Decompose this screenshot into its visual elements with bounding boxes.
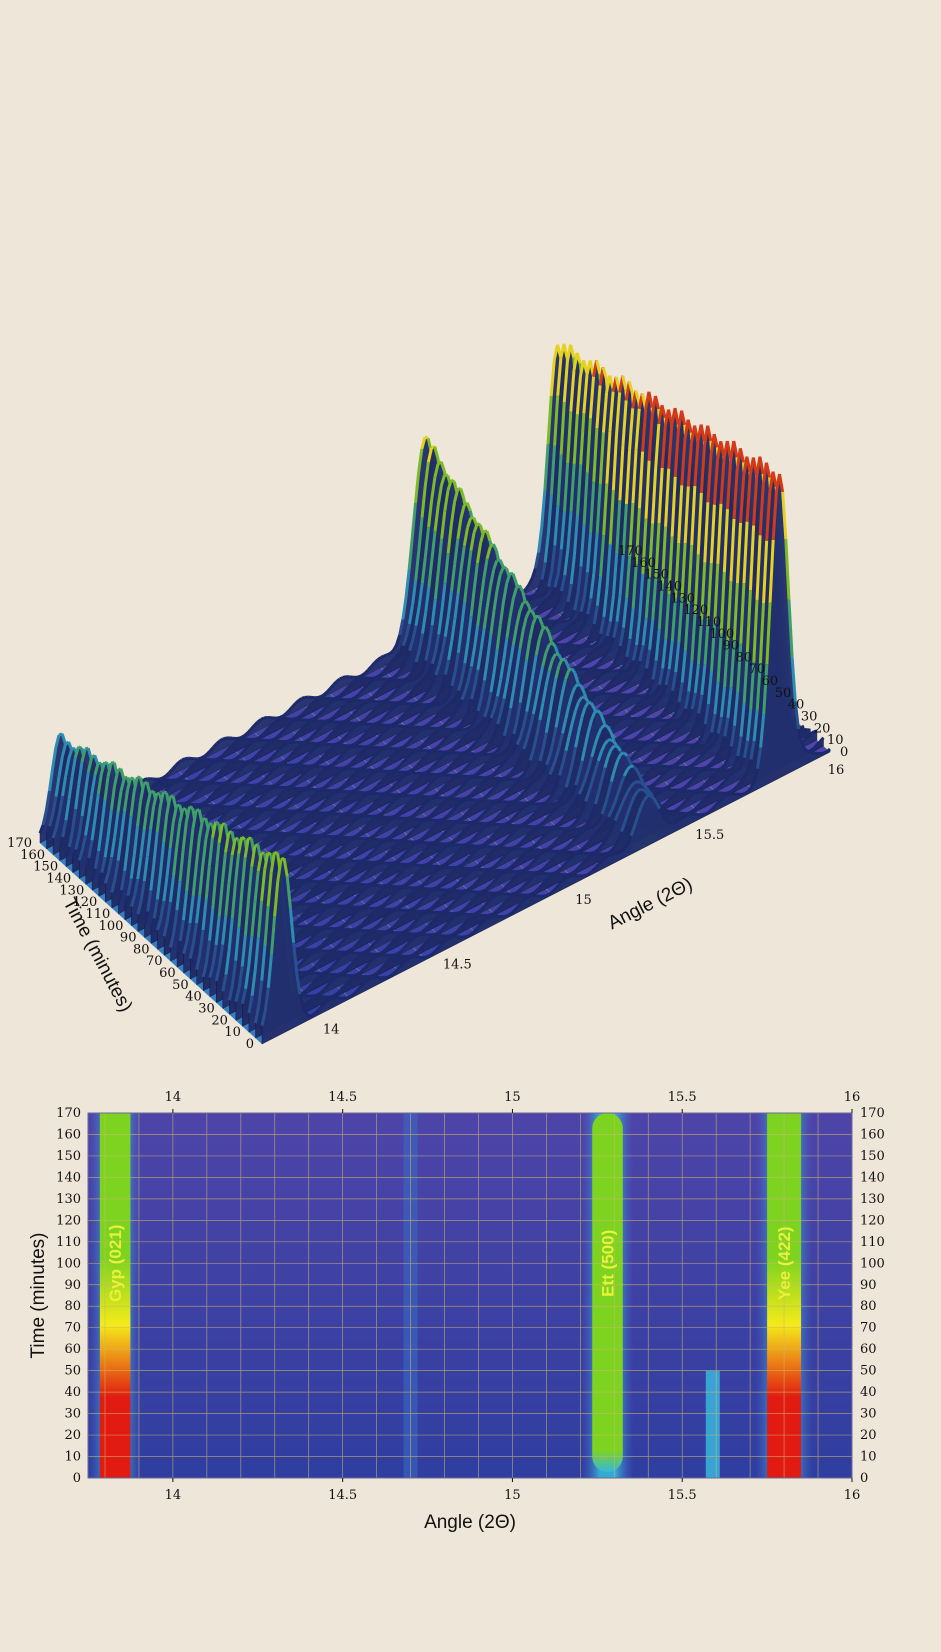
y-tick-label-right: 0 <box>860 1471 868 1486</box>
surface-ridges <box>38 343 831 1045</box>
y-tick-label-left: 40 <box>64 1385 81 1400</box>
y-tick-label-left: 60 <box>64 1342 81 1357</box>
y-tick-label-left: 150 <box>56 1149 81 1164</box>
surface-x-tick: 16 <box>828 763 845 778</box>
y-tick-label-right: 160 <box>860 1127 885 1142</box>
surface-x-tick: 15.5 <box>695 828 724 843</box>
surface-y-tick-right: 90 <box>722 639 739 654</box>
surface-y-tick-left: 70 <box>146 954 163 969</box>
y-tick-label-left: 70 <box>64 1321 81 1336</box>
y-tick-label-left: 10 <box>64 1450 81 1465</box>
x-tick-label-top: 15.5 <box>668 1090 697 1105</box>
surface-y-tick-right: 50 <box>775 686 792 701</box>
surface-y-tick-left: 140 <box>46 871 71 886</box>
y-tick-label-right: 10 <box>860 1450 877 1465</box>
x-tick-label-top: 14.5 <box>328 1090 357 1105</box>
x-tick-label-top: 14 <box>165 1090 182 1105</box>
surface-y-tick-left: 80 <box>133 942 150 957</box>
y-tick-label-left: 20 <box>64 1428 81 1443</box>
y-tick-label-right: 80 <box>860 1299 877 1314</box>
peak-label: Ett (500) <box>599 1230 618 1297</box>
surface-x-tick: 15 <box>575 893 592 908</box>
surface-y-tick-left: 110 <box>86 907 111 922</box>
surface-y-tick-left: 130 <box>59 883 84 898</box>
y-tick-label-right: 100 <box>860 1256 885 1271</box>
surface-y-tick-left: 100 <box>99 919 124 934</box>
surface-y-tick-right: 0 <box>840 745 848 760</box>
surface-y-tick-right: 80 <box>736 650 753 665</box>
peak-label: Gyp (021) <box>106 1225 125 1302</box>
y-tick-label-right: 40 <box>860 1385 877 1400</box>
y-tick-label-left: 130 <box>56 1192 81 1207</box>
surface-y-tick-right: 150 <box>644 568 669 583</box>
x-tick-label-bottom: 15.5 <box>668 1488 697 1503</box>
surface-y-tick-right: 120 <box>683 603 708 618</box>
x-tick-label-bottom: 14.5 <box>328 1488 357 1503</box>
surface-y-tick-left: 160 <box>20 848 45 863</box>
surface-y-tick-left: 150 <box>33 860 58 875</box>
y-tick-label-left: 50 <box>64 1364 81 1379</box>
y-tick-label-left: 0 <box>73 1471 81 1486</box>
y-tick-label-right: 50 <box>860 1364 877 1379</box>
y-tick-label-left: 140 <box>56 1170 81 1185</box>
x-tick-label-top: 15 <box>504 1090 521 1105</box>
surface-y-tick-left: 90 <box>120 931 137 946</box>
y-tick-label-right: 130 <box>860 1192 885 1207</box>
surface-y-tick-right: 140 <box>657 579 682 594</box>
y-tick-label-left: 120 <box>56 1213 81 1228</box>
x-tick-label-bottom: 14 <box>165 1488 182 1503</box>
surface-y-tick-right: 10 <box>827 733 844 748</box>
surface-y-tick-right: 70 <box>749 662 766 677</box>
y-tick-label-right: 170 <box>860 1106 885 1121</box>
y-tick-label-right: 90 <box>860 1278 877 1293</box>
minor-peak-band <box>705 1370 720 1478</box>
y-tick-label-left: 110 <box>56 1235 81 1250</box>
surface-y-tick-left: 170 <box>7 836 32 851</box>
surface-y-tick-left: 10 <box>224 1025 241 1040</box>
surface-y-tick-right: 160 <box>631 556 656 571</box>
y-tick-label-left: 90 <box>64 1278 81 1293</box>
surface-y-tick-right: 110 <box>696 615 721 630</box>
surface-y-tick-right: 170 <box>618 544 643 559</box>
surface-y-tick-right: 20 <box>814 721 831 736</box>
y-tick-label-left: 160 <box>56 1127 81 1142</box>
x-axis-label: Angle (2Θ) <box>424 1512 516 1533</box>
surface-x-tick: 14.5 <box>443 958 472 973</box>
surface-plot: Gyp (021)Ett (500)Yee (422)1414.51515.51… <box>7 343 848 1052</box>
surface-y-tick-right: 130 <box>670 591 695 606</box>
y-axis-label: Time (minutes) <box>28 1233 49 1359</box>
x-tick-label-top: 16 <box>844 1090 861 1105</box>
y-tick-label-left: 80 <box>64 1299 81 1314</box>
y-tick-label-right: 150 <box>860 1149 885 1164</box>
peak-band <box>592 1113 623 1472</box>
y-tick-label-right: 30 <box>860 1407 877 1422</box>
y-tick-label-right: 60 <box>860 1342 877 1357</box>
surface-y-tick-right: 60 <box>762 674 779 689</box>
surface-y-tick-right: 100 <box>709 627 734 642</box>
y-tick-label-right: 20 <box>860 1428 877 1443</box>
surface-y-tick-left: 40 <box>185 990 202 1005</box>
surface-y-tick-left: 30 <box>198 1002 215 1017</box>
y-tick-label-left: 30 <box>64 1407 81 1422</box>
peak-label: Yee (422) <box>775 1226 794 1300</box>
surface-y-tick-left: 50 <box>172 978 189 993</box>
surface-y-tick-left: 20 <box>211 1013 228 1028</box>
x-tick-label-bottom: 15 <box>504 1488 521 1503</box>
heatmap-background <box>88 1113 852 1478</box>
y-tick-label-right: 110 <box>860 1235 885 1250</box>
x-tick-label-bottom: 16 <box>844 1488 861 1503</box>
surface-y-tick-left: 120 <box>72 895 97 910</box>
surface-x-tick: 14 <box>323 1023 340 1038</box>
surface-y-tick-left: 60 <box>159 966 176 981</box>
surface-y-tick-right: 30 <box>801 710 818 725</box>
y-tick-label-right: 120 <box>860 1213 885 1228</box>
y-tick-label-left: 100 <box>56 1256 81 1271</box>
y-tick-label-left: 170 <box>56 1106 81 1121</box>
surface-y-tick-left: 0 <box>246 1037 254 1052</box>
y-tick-label-right: 140 <box>860 1170 885 1185</box>
y-tick-label-right: 70 <box>860 1321 877 1336</box>
surface-y-tick-right: 40 <box>788 698 805 713</box>
